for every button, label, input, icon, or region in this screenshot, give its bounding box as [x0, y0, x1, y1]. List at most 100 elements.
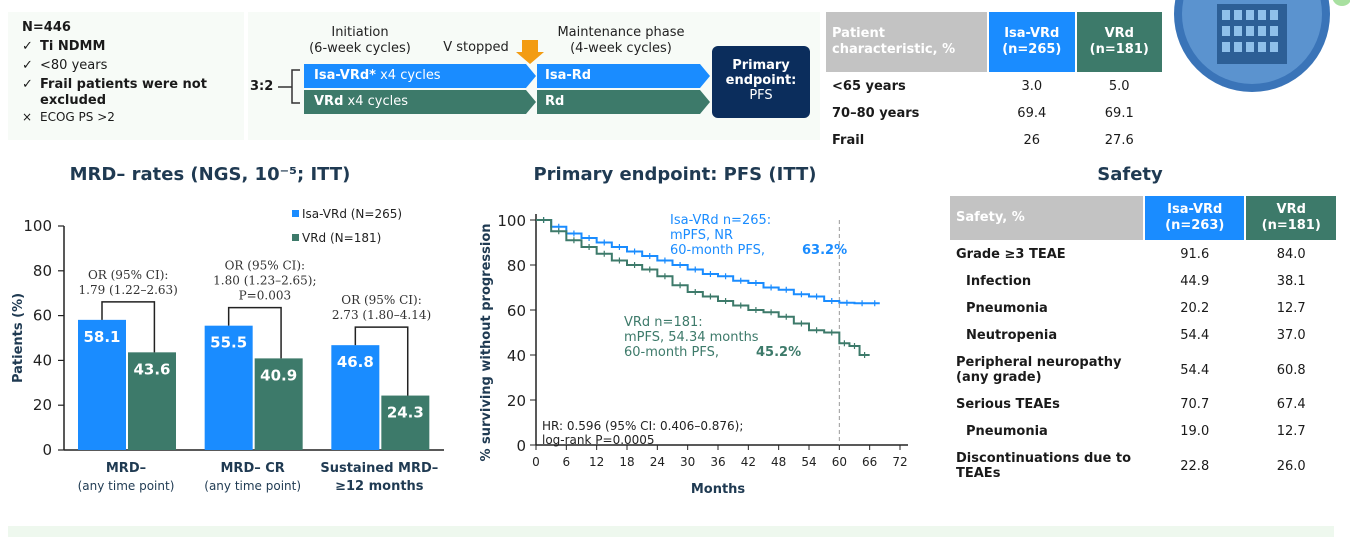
- y-tick-label: 40: [507, 347, 526, 365]
- table-row: Pneumonia 19.0 12.7: [950, 419, 1336, 444]
- odds-ratio-annotation: OR (95% CI):: [88, 268, 169, 282]
- bar: [331, 345, 380, 450]
- criteria-item: × ECOG PS >2: [22, 109, 115, 125]
- table-row: Serious TEAEs 70.7 67.4: [950, 392, 1336, 417]
- y-tick-label: 100: [497, 212, 526, 230]
- criteria-item: ✓ Frail patients were not excluded: [22, 77, 212, 109]
- category-sublabel: (any time point): [204, 479, 301, 493]
- safety-table: Safety, % Isa-VRd (n=263) VRd (n=181) Gr…: [948, 194, 1338, 488]
- bar-value-label: 58.1: [83, 328, 120, 346]
- row-label: Frail: [832, 133, 865, 148]
- initiation-label: Initiation (6-week cycles): [304, 25, 416, 57]
- bar: [381, 395, 430, 450]
- stop-arrow-icon: [516, 40, 544, 64]
- maintenance-label: Maintenance phase (4-week cycles): [548, 25, 694, 57]
- y-tick-label: 60: [507, 302, 526, 320]
- row-label: Grade ≥3 TEAE: [956, 247, 1066, 262]
- table-row: Discontinuations due to TEAEs 22.8 26.0: [950, 446, 1336, 486]
- y-tick-label: 0: [42, 441, 52, 459]
- significance-bracket: [227, 306, 282, 359]
- cell-value: 84.0: [1276, 247, 1306, 262]
- table-row: Frail 26 27.6: [826, 128, 1162, 153]
- table-header: Isa-VRd (n=265): [989, 12, 1075, 72]
- arm2-regimen: VRd: [314, 94, 344, 109]
- row-label: 70–80 years: [832, 106, 920, 121]
- hazard-ratio-text: HR: 0.596 (95% CI: 0.406–0.876);: [542, 419, 743, 433]
- cell-value: 37.0: [1276, 328, 1306, 343]
- x-tick-label: 36: [710, 455, 725, 469]
- arm1-initiation-shape: [304, 64, 536, 88]
- bar-value-label: 46.8: [337, 353, 374, 371]
- table-row: <65 years 3.0 5.0: [826, 74, 1162, 99]
- building-illustration: [1172, 0, 1352, 94]
- bar: [204, 325, 253, 450]
- odds-ratio-annotation: P=0.003: [239, 289, 291, 303]
- bar: [128, 352, 176, 450]
- table-row: Infection 44.9 38.1: [950, 269, 1336, 294]
- patient-characteristics-table: Patient characteristic, % Isa-VRd (n=265…: [824, 10, 1164, 155]
- cell-value: 91.6: [1180, 247, 1210, 262]
- legend-swatch: [292, 210, 299, 217]
- criteria-text: Ti NDMM: [40, 39, 106, 54]
- table-row: Grade ≥3 TEAE 91.6 84.0: [950, 242, 1336, 267]
- cell-value: 67.4: [1276, 397, 1306, 412]
- arm1-initiation-label: Isa-VRd* x4 cycles: [306, 64, 526, 88]
- cell-value: 5.0: [1108, 79, 1130, 94]
- cell-value: 20.2: [1180, 301, 1210, 316]
- category-label: Sustained MRD–: [320, 461, 438, 476]
- table-header: Patient characteristic, %: [826, 12, 988, 72]
- table-row: 70–80 years 69.4 69.1: [826, 101, 1162, 126]
- check-icon: ✓: [22, 39, 33, 54]
- cell-value: 19.0: [1180, 424, 1210, 439]
- y-axis-label: % surviving without progression: [479, 223, 494, 461]
- randomization-ratio: 3:2: [250, 79, 274, 94]
- randomization-bracket: [291, 69, 300, 104]
- odds-ratio-annotation: 1.79 (1.22–2.63): [79, 283, 178, 297]
- odds-ratio-annotation: 2.73 (1.80–4.14): [332, 308, 431, 322]
- table-header: Safety, %: [950, 196, 1144, 240]
- row-label: <65 years: [832, 79, 906, 94]
- cell-value: 22.8: [1180, 458, 1210, 474]
- cell-value: 38.1: [1276, 274, 1306, 289]
- cell-value: 27.6: [1104, 133, 1134, 148]
- legend-label: Isa-VRd (N=265): [302, 207, 402, 221]
- pfs-km-chart: 0 20 40 60 80 100 0 6 12 18 24 30 36 42 48 54 60 66 72 Mont…: [479, 212, 908, 497]
- category-label: MRD–: [106, 461, 146, 476]
- x-tick-label: 0: [532, 455, 540, 469]
- x-tick-label: 48: [771, 455, 786, 469]
- table-row: Neutropenia 54.4 37.0: [950, 323, 1336, 348]
- category-sublabel: ≥12 months: [335, 479, 424, 494]
- arm1-maintenance-label: Isa-Rd: [545, 68, 592, 83]
- criteria-text: Frail patients were not excluded: [40, 77, 207, 108]
- table-header: Isa-VRd (n=263): [1145, 196, 1245, 240]
- x-tick-label: 72: [892, 455, 907, 469]
- cell-value: 3.0: [1021, 79, 1043, 94]
- x-tick-label: 66: [862, 455, 877, 469]
- maintenance-title: Maintenance phase: [557, 25, 685, 40]
- bar: [78, 319, 126, 450]
- y-tick-label: 20: [507, 392, 526, 410]
- cell-value: 44.9: [1180, 274, 1210, 289]
- criteria-text: <80 years: [40, 58, 108, 73]
- y-tick-label: 60: [33, 307, 52, 325]
- arm2-initiation-shape: [304, 90, 536, 114]
- x-tick-label: 30: [680, 455, 695, 469]
- pfs-chart-title: Primary endpoint: PFS (ITT): [533, 164, 817, 185]
- bar-value-label: 40.9: [260, 366, 297, 384]
- cell-value: 69.1: [1104, 106, 1134, 121]
- arm2-initiation-label: VRd x4 cycles: [306, 90, 526, 114]
- isa-vrd-mpfs: mPFS, NR: [670, 228, 733, 243]
- check-icon: ✓: [22, 77, 33, 92]
- mrd-bar-chart: 0 20 40 60 80 100 Patients (%) Isa-VRd (N=265) V…: [11, 207, 444, 494]
- odds-ratio-annotation: OR (95% CI):: [225, 259, 306, 273]
- row-label: Discontinuations due to TEAEs: [956, 451, 1131, 481]
- arm1-regimen: Isa-VRd*: [314, 68, 376, 83]
- x-tick-label: 24: [650, 455, 665, 469]
- v-stopped-label: V stopped: [443, 40, 509, 55]
- significance-bracket: [101, 301, 156, 353]
- x-tick-label: 60: [832, 455, 847, 469]
- cell-value: 70.7: [1180, 397, 1210, 412]
- significance-bracket: [354, 326, 409, 396]
- initiation-title: Initiation: [331, 25, 389, 40]
- category-sublabel: (any time point): [78, 479, 175, 493]
